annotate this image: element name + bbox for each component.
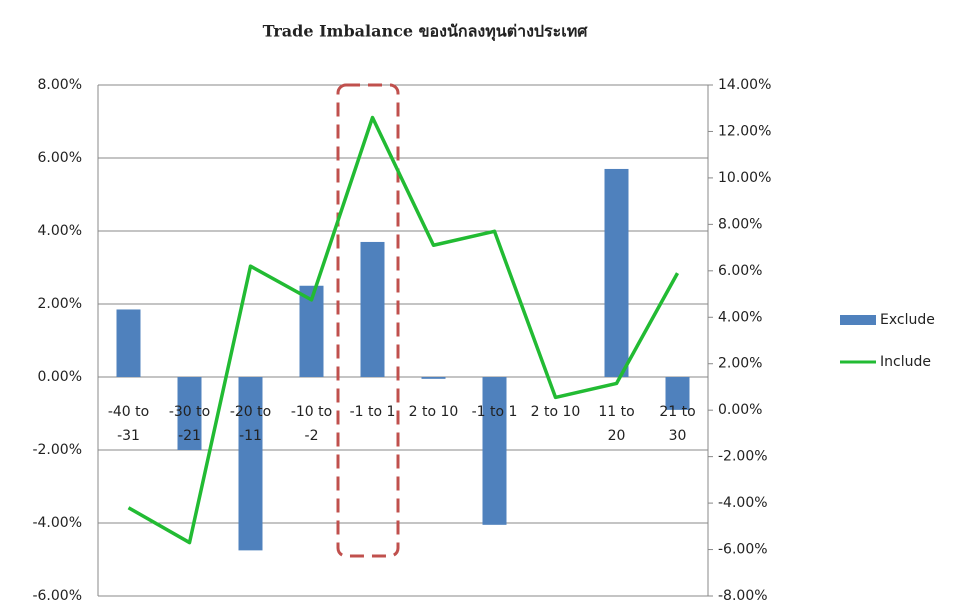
y-tick-label: 2.00%: [38, 296, 82, 312]
x-tick-label: -10 to -2: [290, 404, 333, 444]
legend-label: Exclude: [880, 312, 935, 328]
bar: [116, 309, 141, 377]
legend-label: Include: [880, 354, 931, 370]
bar: [604, 168, 629, 377]
y2-tick-label: 14.00%: [718, 77, 771, 93]
line-series: [127, 115, 680, 545]
x-tick-label: 2 to 10: [530, 404, 581, 420]
bar: [177, 377, 202, 450]
x-tick-label: -40 to -31: [107, 404, 150, 444]
highlight-box: [336, 83, 400, 558]
x-tick-label: -1 to 1: [349, 404, 396, 420]
y-tick-label: 0.00%: [38, 369, 82, 385]
x-tick-label: -20 to -11: [229, 404, 272, 444]
y2-tick-label: -4.00%: [718, 495, 768, 511]
y2-tick-label: 8.00%: [718, 216, 762, 232]
y2-tick-label: 6.00%: [718, 263, 762, 279]
bar: [421, 377, 446, 379]
y2-tick-label: 12.00%: [718, 123, 771, 139]
y-tick-label: 8.00%: [38, 77, 82, 93]
y2-tick-label: 4.00%: [718, 309, 762, 325]
x-tick-label: 11 to 20: [598, 404, 635, 444]
y-tick-label: 6.00%: [38, 150, 82, 166]
bar: [238, 377, 263, 551]
bar: [482, 377, 507, 525]
y-tick-label: -4.00%: [32, 515, 82, 531]
y2-tick-label: 10.00%: [718, 170, 771, 186]
y-tick-label: -6.00%: [32, 588, 82, 604]
x-tick-label: -30 to -21: [168, 404, 211, 444]
chart-title: Trade Imbalance ของนักลงทุนต่างประเทศ: [263, 22, 589, 42]
x-tick-label: -1 to 1: [471, 404, 518, 420]
y2-tick-label: -6.00%: [718, 542, 768, 558]
bar: [665, 377, 690, 410]
y2-tick-label: 2.00%: [718, 356, 762, 372]
y2-tick-label: -2.00%: [718, 449, 768, 465]
y-tick-label: 4.00%: [38, 223, 82, 239]
x-tick-label: 21 to 30: [659, 404, 696, 444]
legend-swatch: [840, 315, 876, 325]
y-tick-label: -2.00%: [32, 442, 82, 458]
x-tick-label: 2 to 10: [408, 404, 459, 420]
y2-tick-label: -8.00%: [718, 588, 768, 604]
bar: [360, 241, 385, 377]
y2-tick-label: 0.00%: [718, 402, 762, 418]
